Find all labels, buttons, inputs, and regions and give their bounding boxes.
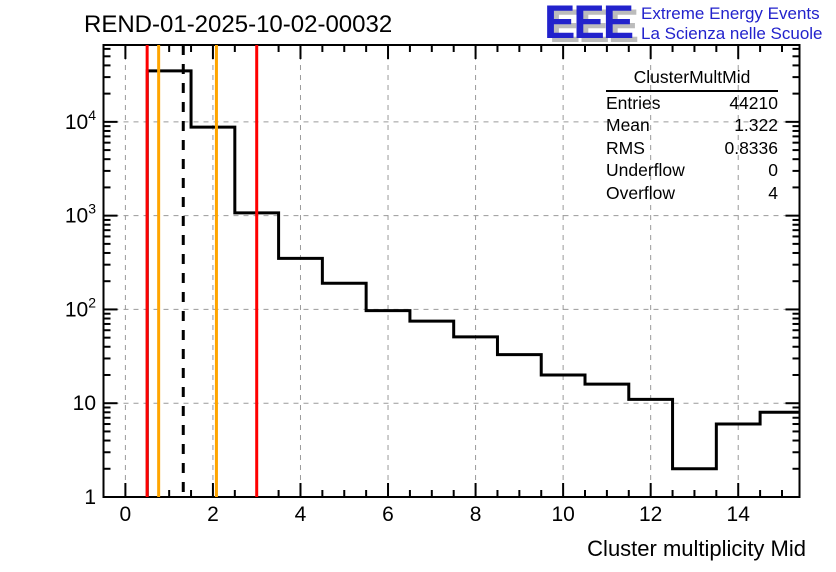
stats-row-underflow: Underflow 0 [606,159,778,182]
stats-value: 0.8336 [724,137,778,158]
stats-label: Entries [606,92,661,113]
stats-label: Mean [606,115,650,136]
stats-title: ClusterMultMid [606,66,778,92]
y-tick-labels: 1 10 102 103 104 [65,107,96,509]
gridlines [103,45,800,497]
svg-text:14: 14 [727,503,751,526]
stats-value: 0 [768,160,778,181]
svg-text:6: 6 [382,503,394,526]
axis-ticks [103,45,800,498]
stats-row-overflow: Overflow 4 [606,182,778,205]
svg-text:10: 10 [73,392,96,415]
eee-logo-line2: La Scienza nelle Scuole [641,23,823,43]
stats-value: 1.322 [734,115,778,136]
stats-row-mean: Mean 1.322 [606,114,778,137]
stats-value: 44210 [729,92,778,113]
x-tick-labels: 0 2 4 6 8 10 12 14 [120,503,751,526]
plot-title: REND-01-2025-10-02-00032 [84,11,393,38]
stats-box: ClusterMultMid Entries 44210 Mean 1.322 … [606,66,778,205]
stats-row-entries: Entries 44210 [606,92,778,115]
eee-logo-text: Extreme Energy Events La Scienza nelle S… [641,2,822,43]
stats-value: 4 [768,182,778,203]
eee-logo-line1: Extreme Energy Events [641,4,820,23]
histogram-line [145,69,800,497]
svg-text:102: 102 [65,294,96,321]
marker-lines [145,45,259,497]
svg-text:2: 2 [207,503,219,526]
svg-text:10: 10 [551,503,574,526]
plot-frame [102,44,801,498]
stats-label: Overflow [606,182,676,203]
svg-text:12: 12 [639,503,662,526]
svg-text:103: 103 [65,201,96,228]
eee-logo: EEE Extreme Energy Events La Scienza nel… [544,0,823,48]
x-axis-label: Cluster multiplicity Mid [587,536,806,561]
stats-label: Underflow [606,160,685,181]
eee-logo-acronym: EEE [544,0,634,48]
svg-text:0: 0 [120,503,132,526]
svg-text:8: 8 [470,503,482,526]
svg-text:1: 1 [84,486,96,509]
stats-label: RMS [606,137,645,158]
stats-row-rms: RMS 0.8336 [606,137,778,160]
svg-text:4: 4 [295,503,307,526]
svg-text:104: 104 [65,107,96,134]
